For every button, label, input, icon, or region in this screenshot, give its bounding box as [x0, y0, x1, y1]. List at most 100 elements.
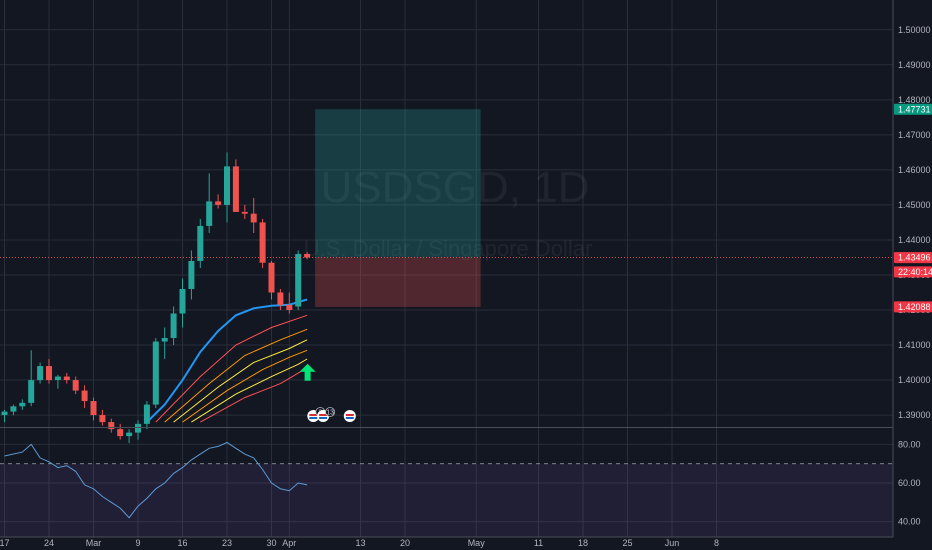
candle-body [135, 423, 141, 433]
candle-body [232, 166, 239, 212]
candle[interactable] [206, 173, 213, 233]
event-flag-stripe [345, 414, 354, 416]
ribbon-line [155, 314, 308, 423]
candle[interactable] [19, 399, 26, 410]
candle-body [90, 401, 97, 416]
candle[interactable] [1, 409, 8, 423]
time-tick-label: 17 [0, 538, 10, 548]
rsi-pane[interactable] [0, 427, 893, 542]
candle-body [295, 253, 302, 307]
candle-body [259, 222, 266, 263]
grid [0, 0, 893, 537]
candle[interactable] [250, 197, 257, 233]
time-tick-label: May [468, 538, 486, 548]
price-tick-label: 1.41000 [898, 340, 931, 350]
price-tag[interactable]: 22:40:14 [894, 266, 932, 278]
candle[interactable] [179, 278, 186, 328]
candle-body [1, 411, 8, 416]
candle[interactable] [268, 260, 275, 300]
candle-body [143, 404, 150, 424]
candle[interactable] [241, 204, 248, 219]
time-tick-label: 13 [355, 538, 365, 548]
watermark: USDSGD, 1D U.S. Dollar / Singapore Dolla… [304, 163, 593, 261]
event-flag-icon[interactable] [343, 410, 356, 422]
annotations[interactable]: 313 [299, 363, 356, 423]
rsi-line [4, 441, 308, 519]
candle[interactable] [188, 250, 195, 300]
candle[interactable] [126, 429, 133, 444]
candle[interactable] [259, 218, 266, 268]
candle-body [46, 366, 52, 381]
candle[interactable] [81, 385, 88, 409]
watermark-symbol: USDSGD, 1D [321, 163, 590, 212]
time-tick-label: 30 [266, 538, 276, 548]
candle[interactable] [232, 159, 239, 212]
candle[interactable] [54, 374, 61, 389]
candle[interactable] [224, 152, 230, 223]
candle-body [63, 376, 70, 381]
event-flag-icon[interactable]: 13 [317, 407, 336, 423]
time-tick-label: 25 [622, 538, 632, 548]
ema-ribbon [155, 314, 308, 423]
ribbon-line [200, 367, 308, 423]
candlesticks[interactable] [1, 152, 311, 444]
price-tag-bg [894, 252, 932, 264]
price-tag-bg [894, 301, 932, 313]
candle[interactable] [170, 306, 177, 346]
candle[interactable] [90, 397, 97, 421]
candle[interactable] [135, 420, 141, 440]
candle-body [197, 225, 204, 261]
candle[interactable] [99, 409, 106, 426]
time-tick-label: Jun [665, 538, 680, 548]
candle[interactable] [295, 250, 302, 311]
candle-body [188, 260, 195, 289]
candle-body [161, 338, 168, 342]
price-tag-label: 22:40:14 [898, 267, 932, 277]
candle-body [286, 304, 293, 311]
candle-body [215, 201, 222, 205]
price-tag-bg [894, 103, 932, 115]
candle[interactable] [304, 252, 311, 260]
candle[interactable] [161, 327, 168, 360]
candle-body [99, 415, 106, 423]
candle[interactable] [197, 218, 204, 268]
candle[interactable] [37, 362, 44, 384]
candle-body [126, 432, 133, 437]
rsi-tick-label: 80.00 [898, 439, 921, 449]
rsi-tick-label: 60.00 [898, 478, 921, 488]
candle[interactable] [215, 194, 222, 209]
event-flag-stripe [309, 414, 318, 416]
time-tick-label: 9 [135, 538, 140, 548]
candle-body [28, 380, 35, 403]
candle[interactable] [286, 292, 293, 314]
candle[interactable] [117, 423, 124, 440]
price-tick-label: 1.49000 [898, 60, 931, 70]
position-profit-zone[interactable] [315, 109, 481, 258]
candle-body [152, 341, 159, 405]
price-tag[interactable]: 1.43496 [894, 252, 932, 264]
price-tick-label: 1.50000 [898, 25, 931, 35]
candle[interactable] [72, 376, 79, 395]
price-tag[interactable]: 1.47731 [894, 103, 932, 115]
candle[interactable] [10, 404, 17, 416]
time-tick-label: 18 [578, 538, 588, 548]
price-tag-label: 1.42088 [898, 302, 931, 312]
price-tag[interactable]: 1.42088 [894, 301, 932, 313]
candle[interactable] [63, 373, 70, 384]
candle[interactable] [143, 401, 150, 430]
candle[interactable] [46, 359, 52, 384]
candle[interactable] [277, 288, 284, 311]
candle[interactable] [152, 338, 159, 409]
candle-body [72, 380, 79, 391]
time-axis[interactable] [0, 537, 932, 550]
candle[interactable] [108, 418, 115, 433]
price-tick-label: 1.40000 [898, 375, 931, 385]
candle-body [250, 213, 257, 223]
ribbon-line [191, 358, 308, 423]
position-loss-zone[interactable] [315, 257, 481, 307]
long-position-tool[interactable] [315, 109, 481, 307]
candle[interactable] [28, 350, 35, 407]
candle-body [268, 262, 275, 293]
